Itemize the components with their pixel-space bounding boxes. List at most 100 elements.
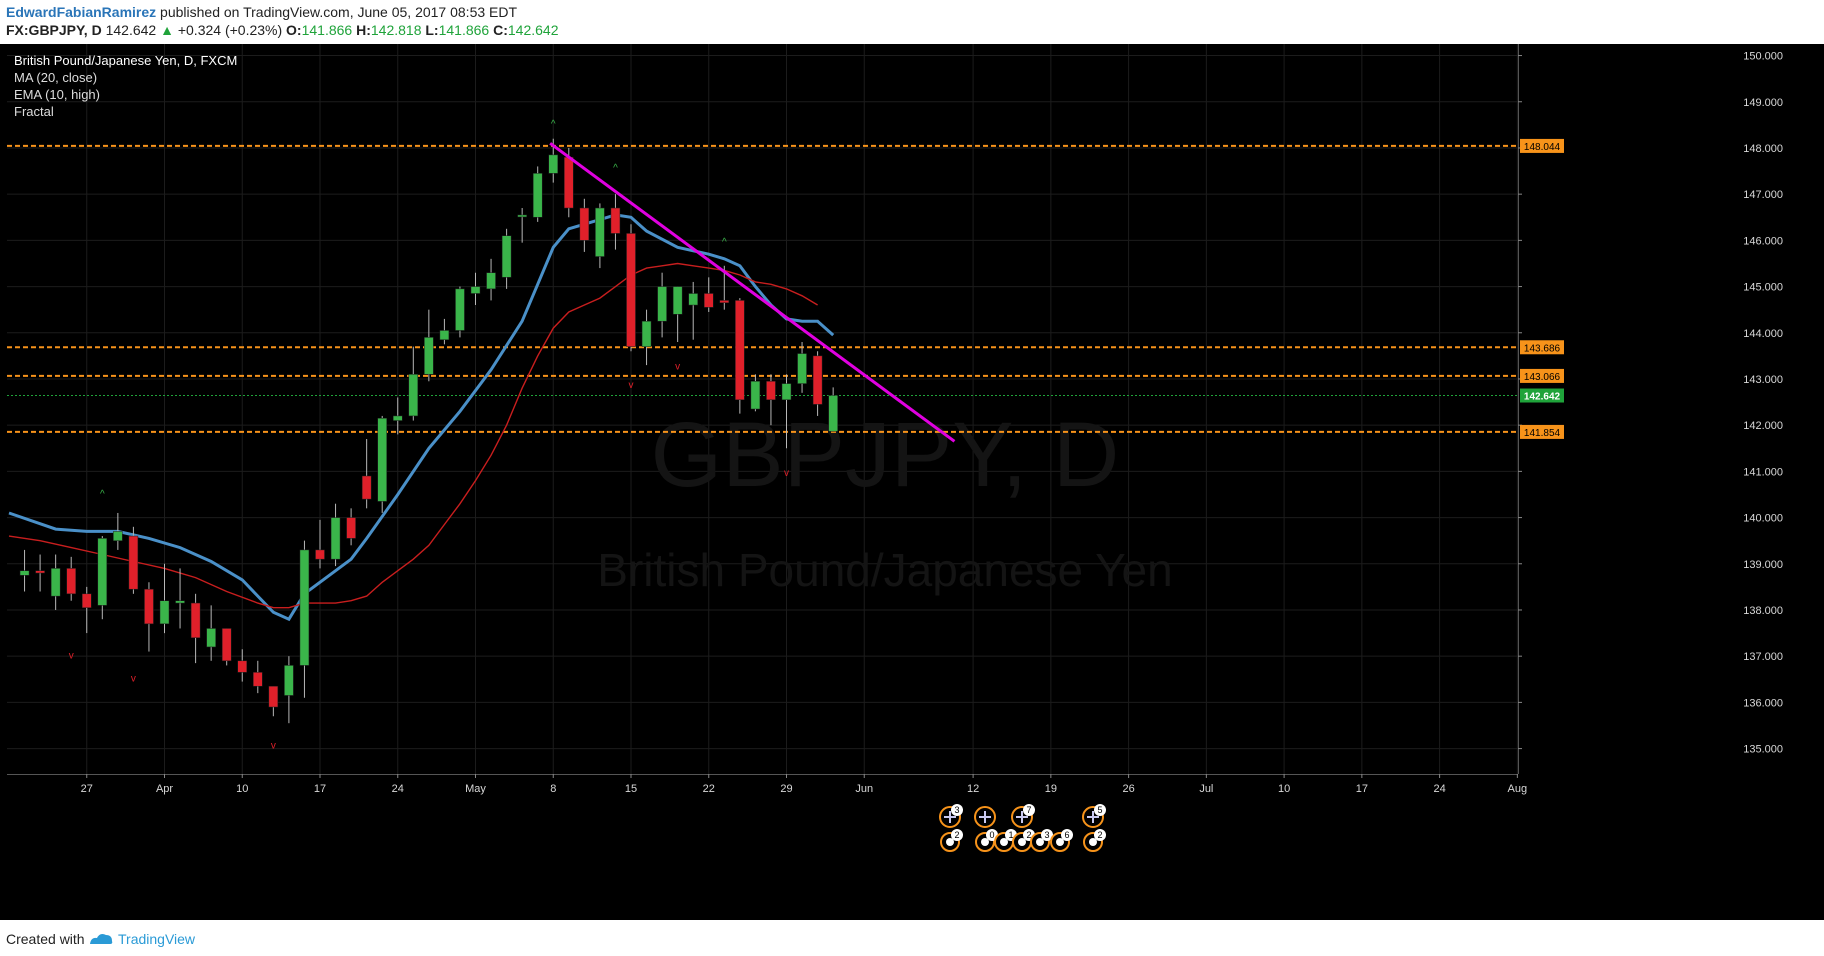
legend-ma[interactable]: MA (20, close)	[14, 70, 97, 85]
candle[interactable]	[221, 628, 232, 666]
candle[interactable]	[268, 685, 279, 717]
candle[interactable]	[393, 397, 403, 435]
author-link[interactable]: EdwardFabianRamirez	[6, 4, 157, 20]
legend-fractal[interactable]: Fractal	[14, 104, 54, 119]
candle[interactable]	[330, 503, 341, 567]
fractal-down-marker: v	[69, 650, 74, 661]
candle[interactable]	[517, 208, 527, 243]
candle[interactable]	[750, 374, 761, 412]
candle[interactable]	[812, 351, 823, 416]
candle[interactable]	[346, 508, 356, 546]
candle[interactable]	[626, 224, 636, 352]
indicator-series	[8, 213, 835, 622]
candle[interactable]	[128, 526, 139, 594]
candle-body	[66, 568, 76, 595]
candle[interactable]	[253, 660, 263, 694]
candle[interactable]	[797, 342, 807, 393]
candle[interactable]	[408, 346, 419, 421]
trendline-group[interactable]	[549, 142, 956, 443]
candle[interactable]	[97, 536, 108, 620]
event-count-badge	[1094, 829, 1106, 841]
candle[interactable]	[144, 582, 154, 652]
candle[interactable]	[237, 649, 247, 682]
price-tick-label: 144.000	[1743, 328, 1783, 340]
event-flag-bottom[interactable]: 2	[940, 829, 963, 852]
candle[interactable]	[19, 549, 30, 592]
candle[interactable]	[781, 374, 792, 449]
candle[interactable]	[35, 554, 45, 592]
candle[interactable]	[470, 272, 481, 306]
candle[interactable]	[190, 593, 201, 664]
candle[interactable]	[439, 318, 450, 345]
candle[interactable]	[579, 198, 590, 252]
candle[interactable]	[766, 374, 776, 426]
event-markers[interactable]: 3 7 5 2 0 1 2 3 6 2	[939, 804, 1106, 852]
candle[interactable]	[284, 656, 294, 724]
trend-line[interactable]	[549, 142, 956, 443]
candle[interactable]	[175, 568, 185, 629]
event-flag-top[interactable]: 7	[1011, 804, 1035, 828]
candle-body	[330, 517, 341, 560]
candle-body	[206, 628, 216, 648]
event-flag-bottom[interactable]: 1	[994, 829, 1017, 852]
candle[interactable]	[735, 298, 745, 414]
published-text: published on TradingView.com, June 05, 2…	[160, 4, 518, 20]
candle[interactable]	[501, 228, 512, 289]
legend-ema[interactable]: EMA (10, high)	[14, 87, 100, 102]
candle[interactable]	[610, 194, 621, 250]
fractal-up-marker: ^	[613, 163, 618, 174]
candle[interactable]	[657, 272, 667, 338]
candle[interactable]	[82, 586, 92, 634]
time-axis[interactable]: 27 Apr 10 17 24 May 8 15 22 29 Jun 12 19 26 Jul 10 17 24 A…	[7, 774, 1527, 795]
event-flag-bottom[interactable]: 6	[1050, 829, 1073, 852]
candle[interactable]	[66, 556, 76, 601]
candle[interactable]	[688, 281, 698, 340]
fractal-down-marker: v	[271, 741, 276, 752]
candle-body	[626, 233, 636, 347]
candle[interactable]	[113, 512, 123, 550]
event-flag-bottom[interactable]: 3	[1030, 829, 1053, 852]
ema-line	[8, 262, 818, 609]
candle[interactable]	[159, 563, 170, 634]
fractal-up-marker: ^	[551, 119, 556, 130]
tradingview-logo-icon[interactable]	[88, 932, 114, 949]
candle[interactable]	[704, 277, 714, 312]
price-chart[interactable]: GBPJPY, D British Pound/Japanese Yen ^^^…	[0, 44, 1824, 920]
horizontal-levels[interactable]	[7, 144, 1518, 433]
candle-body	[735, 300, 745, 401]
candle[interactable]	[672, 286, 683, 343]
candle[interactable]	[299, 540, 310, 698]
candle[interactable]	[486, 258, 496, 301]
candle[interactable]	[377, 415, 387, 513]
fractal-down-marker: v	[675, 362, 680, 373]
event-flag-bottom[interactable]: 2	[1083, 829, 1106, 852]
candle[interactable]	[206, 605, 216, 661]
candles[interactable]	[19, 138, 838, 724]
symbol-label: FX:GBPJPY, D	[6, 22, 102, 38]
candle[interactable]	[595, 203, 605, 269]
last-price-label: 142.642	[1524, 392, 1561, 403]
event-count: 0	[989, 830, 994, 840]
price-axis[interactable]: 150.000 149.000 148.000 147.000 146.000 145.0…	[1518, 44, 1824, 774]
event-flag-top[interactable]	[974, 806, 996, 828]
candle-body	[299, 549, 310, 666]
candle[interactable]	[361, 439, 372, 509]
candle[interactable]	[532, 166, 543, 222]
candle[interactable]	[641, 309, 652, 366]
price-tick-label: 137.000	[1743, 651, 1783, 663]
price-tick-label: 139.000	[1743, 559, 1783, 571]
candle[interactable]	[424, 309, 434, 382]
last-price-box	[1520, 388, 1564, 403]
candle[interactable]	[455, 286, 465, 338]
candle[interactable]	[828, 387, 838, 432]
candle[interactable]	[315, 519, 325, 569]
candle-body	[82, 593, 92, 608]
event-flag-top[interactable]: 5	[1082, 804, 1106, 828]
tradingview-link[interactable]: TradingView	[118, 931, 196, 947]
candle-body	[579, 207, 590, 241]
time-tick-label: 24	[1433, 783, 1445, 795]
price-tick-label: 146.000	[1743, 235, 1783, 247]
candle-body	[315, 549, 325, 560]
candle[interactable]	[50, 554, 61, 610]
event-flag-top[interactable]: 3	[939, 804, 963, 828]
